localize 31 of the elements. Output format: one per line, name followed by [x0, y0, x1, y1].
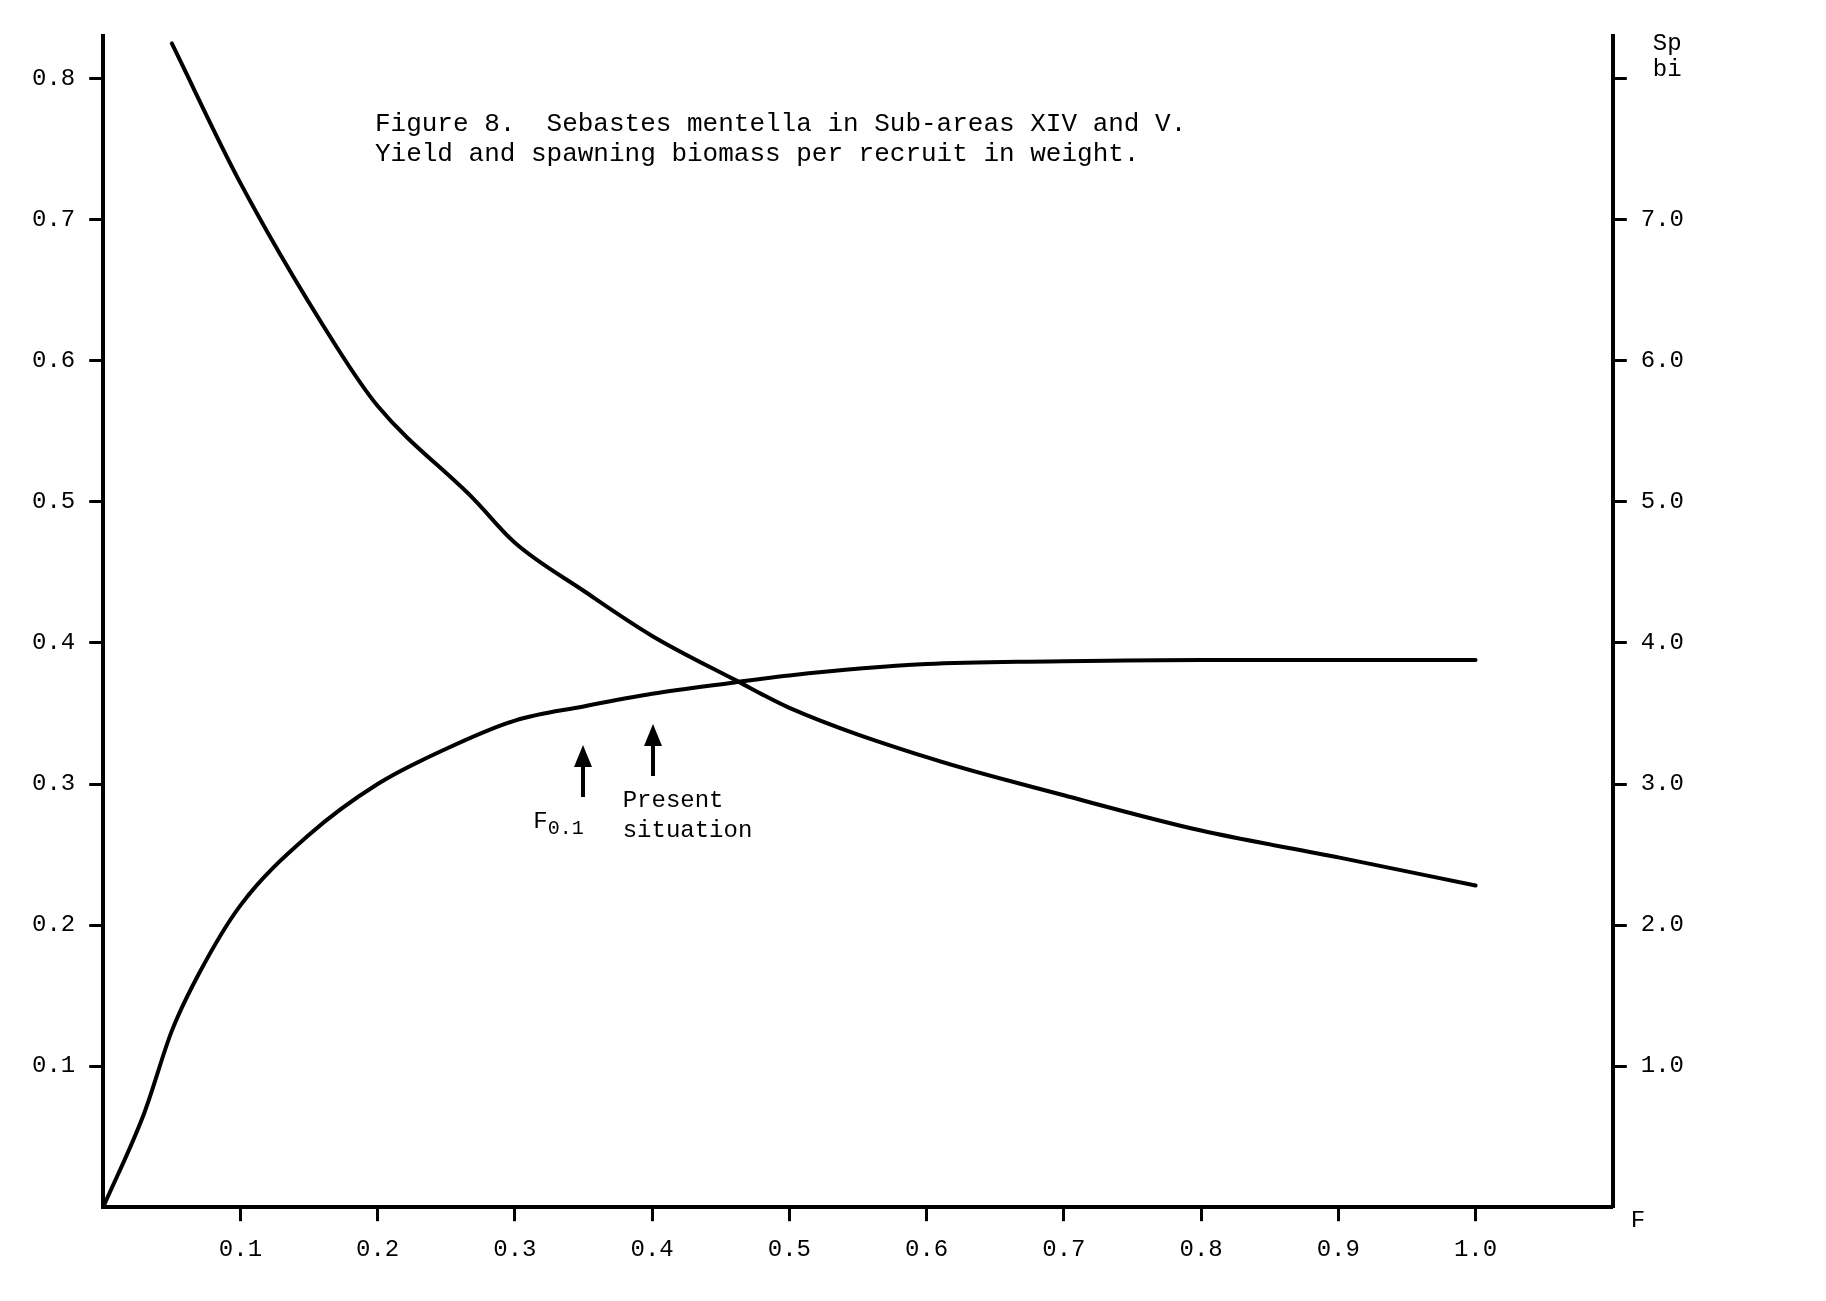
y2-tick-label: 1.0: [1640, 1052, 1685, 1080]
x-tick-label: 0.7: [1042, 1235, 1086, 1263]
y-tick-label: 0.6: [31, 347, 76, 375]
y-tick-label: 0.3: [31, 770, 76, 798]
annotation: F$_{0.1}$: [533, 806, 584, 842]
y-tick-label: 0.7: [31, 206, 76, 234]
text: Figure 8. Sebastes mentella in Sub-areas XIV and V.: [374, 109, 1187, 140]
x-tick-label: 0.8: [1179, 1235, 1223, 1263]
y2-tick-label: 4.0: [1640, 629, 1685, 657]
y-tick-label: 0.8: [31, 65, 76, 93]
y2-tick-label: 7.0: [1640, 206, 1685, 234]
x-tick-label: 1.0: [1453, 1235, 1498, 1263]
x-tick-label: 0.9: [1316, 1235, 1360, 1263]
text: Yield and spawning biomass per recruit in weight.: [374, 139, 1140, 170]
y-tick-label: 0.1: [31, 1052, 76, 1080]
x-tick-label: 0.4: [630, 1235, 674, 1263]
y2-tick-label: 2.0: [1640, 911, 1685, 939]
x-axis-title: F: [1630, 1207, 1646, 1235]
x-tick-label: 0.2: [356, 1235, 400, 1263]
y-tick-label: 0.5: [31, 488, 76, 516]
y2-axis-title: Sp bi: [1652, 30, 1682, 84]
y2-tick-label: 6.0: [1640, 347, 1685, 375]
y-tick-label: 0.2: [31, 911, 76, 939]
y-tick-label: 0.4: [31, 629, 76, 657]
x-tick-label: 0.1: [218, 1235, 263, 1263]
x-tick-label: 0.5: [767, 1235, 811, 1263]
y2-tick-label: 3.0: [1640, 770, 1685, 798]
annotation: Present situation: [622, 785, 753, 846]
x-tick-label: 0.6: [905, 1235, 949, 1263]
x-tick-label: 0.3: [493, 1235, 537, 1263]
y2-tick-label: 5.0: [1640, 488, 1685, 516]
